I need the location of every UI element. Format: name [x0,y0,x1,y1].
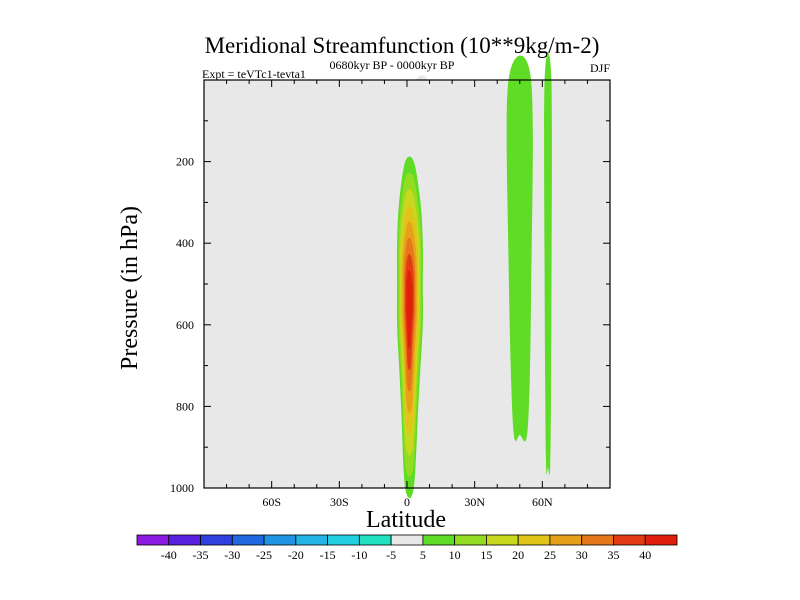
green-strip-a [506,55,533,442]
y-tick-label: 800 [176,399,194,413]
colorbar-label: 10 [449,548,461,562]
y-tick-label: 400 [176,236,194,250]
chart-title: Meridional Streamfunction (10**9kg/m-2) [205,33,600,58]
y-axis-label: Pressure (in hPa) [117,206,143,370]
colorbar-box [517,534,551,546]
colorbar-label: -10 [351,548,367,562]
colorbar-box [549,534,583,546]
colorbar-label: -40 [161,548,177,562]
colorbar-box [358,534,392,546]
colorbar-label: -15 [320,548,336,562]
colorbar-box [263,534,297,546]
plot-frame [203,79,611,489]
colorbar-label: 40 [639,548,651,562]
colorbar-box [422,534,456,546]
colorbar-label: 25 [544,548,556,562]
colorbar-box [454,534,487,546]
colorbar-label: 15 [480,548,492,562]
cyan-blob-mid [438,206,460,289]
colorbar-label: 20 [512,548,524,562]
colorbar-label: 5 [420,548,426,562]
plot-area: 60S 30S 0 30N 60N 200 400 600 800 1000 [170,53,611,509]
x-tick-label: 60S [262,495,281,509]
colorbar-label: -20 [288,548,304,562]
x-tick-label: 60N [532,495,553,509]
axis-ticks: 60S 30S 0 30N 60N 200 400 600 800 1000 [170,80,610,509]
colorbar-box [168,534,201,546]
contour-fields [396,53,552,499]
x-tick-label: 30S [330,495,349,509]
colorbar-label: 35 [607,548,619,562]
subtitle-center: 0680kyr BP - 0000kyr BP [330,58,455,72]
subtitle-right: DJF [590,61,610,75]
colorbar-label: -5 [386,548,396,562]
colorbar-box [295,534,328,546]
colorbar-box [613,534,646,546]
colorbar-label: 30 [576,548,588,562]
colorbar-box [486,534,519,546]
colorbar-box [136,534,170,546]
x-tick-label: 30N [464,495,485,509]
y-tick-label: 200 [176,155,194,169]
colorbar-label: -30 [224,548,240,562]
colorbar-box [581,534,614,546]
green-strip-b [544,53,552,476]
colorbar-box [231,534,265,546]
x-tick-label: 0 [404,495,410,509]
x-axis-label: Latitude [366,507,446,533]
cyan-strip-upper [415,75,429,146]
y-tick-label: 600 [176,318,194,332]
main-cell-band [406,270,413,349]
colorbar-label: -35 [193,548,209,562]
colorbar-box [644,534,678,546]
y-tick-label: 1000 [170,481,194,495]
colorbar: -40 -35 -30 -25 -20 -15 -10 -5 5 10 15 20 25 30 35 40 [136,534,678,562]
colorbar-label: -25 [256,548,272,562]
subtitle-left: Expt = teVTc1-tevta1 [202,67,306,81]
colorbar-box [390,534,424,546]
colorbar-box [327,534,360,546]
colorbar-box [200,534,233,546]
cyan-cell-low [433,287,477,458]
